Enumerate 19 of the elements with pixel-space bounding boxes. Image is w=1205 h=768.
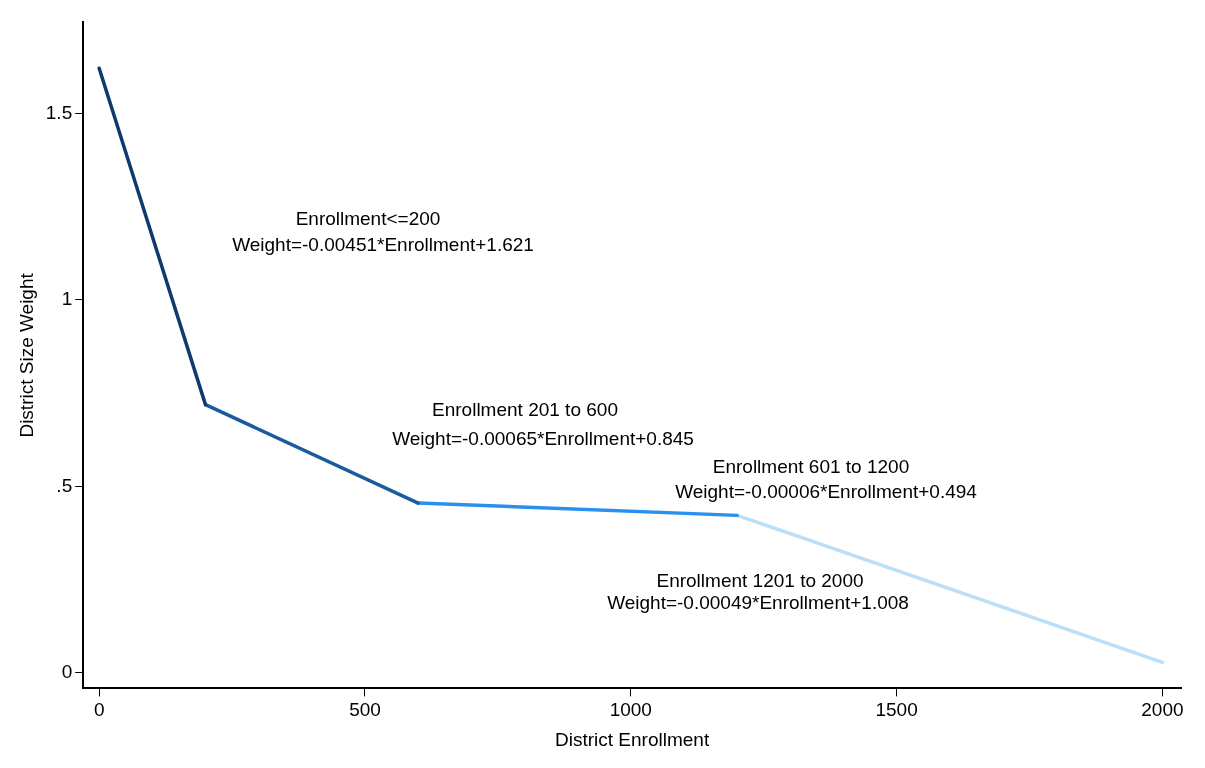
y-tick-label: .5	[56, 474, 73, 496]
y-tick-label: 1.5	[45, 101, 73, 123]
y-tick-label: 0	[61, 660, 73, 682]
annotation: Enrollment<=200	[295, 208, 441, 230]
annotation: Enrollment 201 to 600	[432, 399, 618, 421]
annotation: Enrollment 1201 to 2000	[656, 570, 864, 592]
x-tick-label: 1500	[875, 699, 918, 721]
annotation: Weight=-0.00065*Enrollment+0.845	[392, 428, 694, 450]
x-tick-label: 1000	[609, 699, 652, 721]
x-tick-label: 500	[349, 699, 381, 721]
y-axis-title: District Size Weight	[15, 272, 37, 438]
annotation: Weight=-0.00006*Enrollment+0.494	[675, 481, 978, 503]
annotation: Weight=-0.00451*Enrollment+1.621	[232, 234, 534, 256]
y-tick-label: 1	[61, 288, 73, 310]
annotation: Enrollment 601 to 1200	[712, 456, 910, 478]
annotation: Weight=-0.00049*Enrollment+1.008	[607, 592, 909, 614]
x-tick-label: 0	[93, 699, 105, 721]
x-axis-title: District Enrollment	[555, 728, 710, 750]
x-tick-label: 2000	[1141, 699, 1184, 721]
